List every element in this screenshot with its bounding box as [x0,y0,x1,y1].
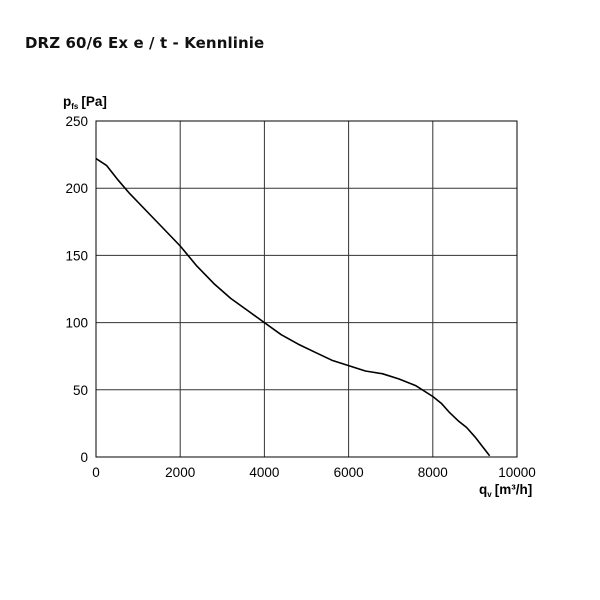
y-tick-label: 0 [80,450,88,465]
x-tick-label: 6000 [334,465,364,480]
x-tick-label: 8000 [418,465,448,480]
x-axis-label: qv [m³/h] [479,482,532,499]
plot-frame [95,120,518,458]
y-axis-label-main: p [63,94,71,109]
x-tick-label: 2000 [165,465,195,480]
x-axis-label-unit: [m³/h] [495,482,533,497]
chart-title: DRZ 60/6 Ex e / t - Kennlinie [25,34,265,52]
y-axis-ticks: 0 50 100 150 200 250 [65,114,88,465]
x-tick-label: 0 [92,465,100,480]
grid [95,120,518,458]
y-tick-label: 150 [65,248,88,263]
x-tick-label: 10000 [498,465,536,480]
y-axis-label-unit: [Pa] [81,94,107,109]
y-tick-label: 250 [65,114,88,129]
x-axis-label-main: q [479,482,487,497]
y-tick-label: 50 [73,383,88,398]
y-axis-label: pfs [Pa] [63,94,107,111]
x-tick-label: 4000 [249,465,279,480]
x-axis-ticks: 0 2000 4000 6000 8000 10000 [92,465,536,480]
y-tick-label: 100 [65,316,88,331]
y-axis-label-sub: fs [71,102,79,111]
x-axis-label-sub: v [487,490,492,499]
y-tick-label: 200 [65,181,88,196]
series-line [95,157,491,457]
